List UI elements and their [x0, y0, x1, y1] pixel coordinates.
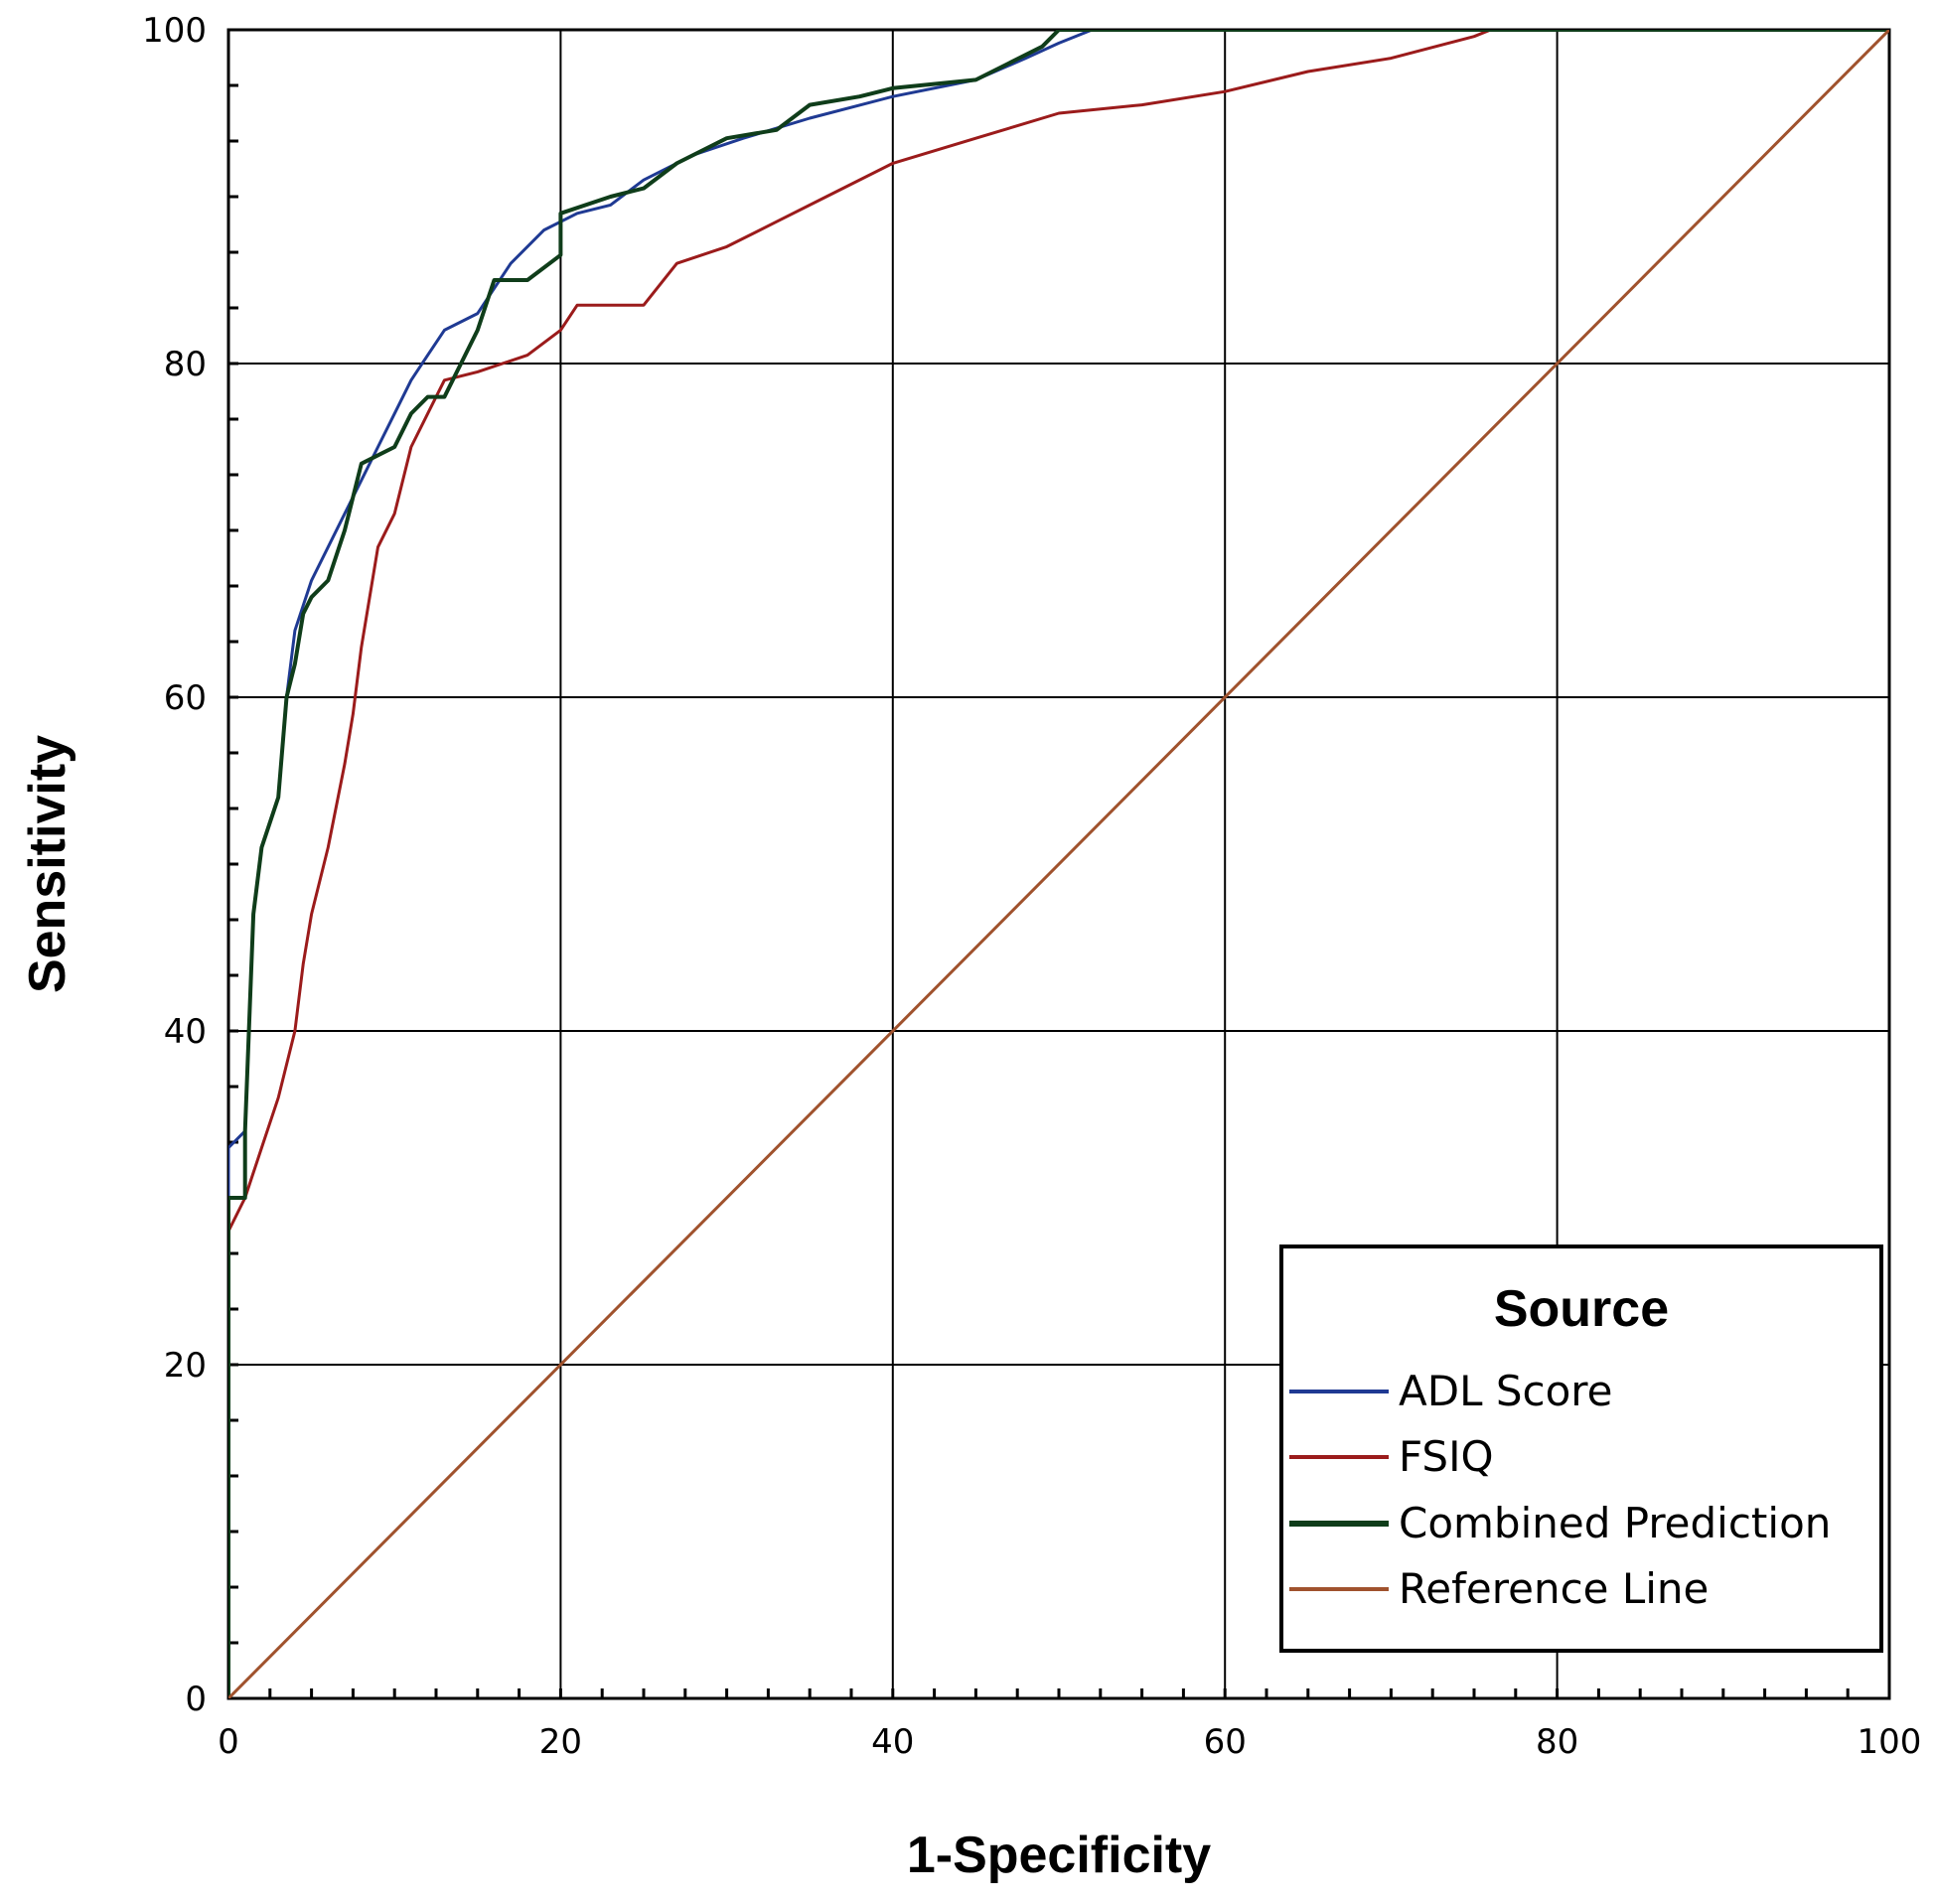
x-tick-label-4: 80: [1536, 1722, 1578, 1762]
legend-label-0: ADL Score: [1399, 1367, 1612, 1415]
y-axis-title: Sensitivity: [19, 735, 76, 993]
y-tick-label-3: 60: [164, 678, 207, 718]
legend-box: [1279, 1245, 1883, 1653]
x-tick-label-0: 0: [218, 1722, 239, 1762]
x-tick-label-3: 60: [1204, 1722, 1247, 1762]
legend-title: Source: [1494, 1280, 1669, 1338]
legend-label-2: Combined Prediction: [1399, 1499, 1831, 1547]
y-tick-label-2: 40: [164, 1012, 207, 1052]
legend: Source ADL Score FSIQ Combined Prediction R…: [1279, 1245, 1883, 1653]
grid-lines: [228, 30, 1889, 1698]
series-line-combined-prediction: [228, 30, 1889, 1698]
legend-label-3: Reference Line: [1399, 1564, 1709, 1613]
x-tick-label-2: 40: [871, 1722, 914, 1762]
y-tick-label-4: 80: [164, 345, 207, 384]
series-line-fsiq: [228, 30, 1889, 1698]
tick-labels: 0 20 40 60 80 100 0 20 40 60 80 100: [142, 11, 1921, 1762]
x-tick-label-5: 100: [1858, 1722, 1922, 1762]
legend-label-1: FSIQ: [1399, 1432, 1494, 1481]
y-tick-label-5: 100: [142, 11, 207, 51]
legend-items: ADL Score FSIQ Combined Prediction Referenc…: [1289, 1367, 1831, 1613]
series-line-reference-line: [228, 30, 1889, 1698]
x-tick-label-1: 20: [539, 1722, 582, 1762]
series-layer: [228, 30, 1889, 1698]
y-tick-label-0: 0: [185, 1680, 207, 1719]
x-axis-title: 1-Specificity: [907, 1827, 1211, 1884]
y-tick-label-1: 20: [164, 1346, 207, 1386]
